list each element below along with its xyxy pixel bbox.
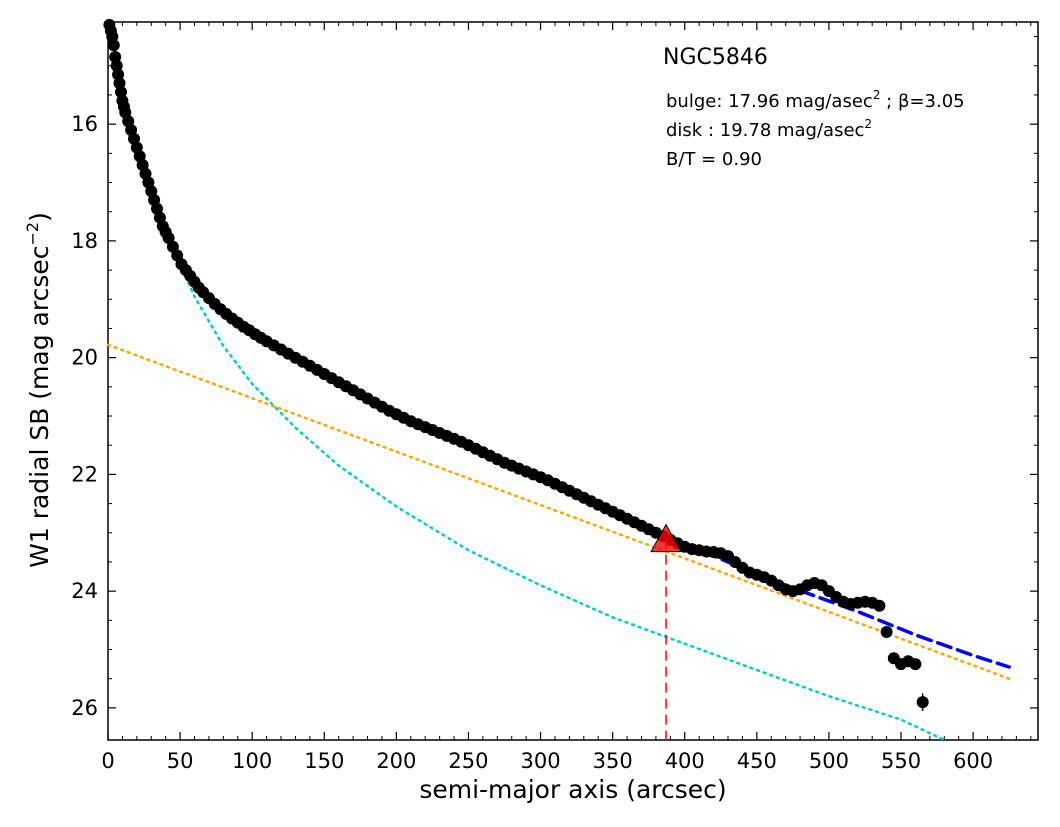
plot-frame bbox=[107, 21, 1039, 741]
bt-annotation: B/T = 0.90 bbox=[666, 149, 762, 170]
y-tick-label: 22 bbox=[71, 462, 98, 486]
y-axis-label: W1 radial SB (mag arcsec−2) bbox=[23, 212, 54, 568]
y-tick-label: 26 bbox=[71, 696, 98, 720]
data-markers bbox=[103, 18, 929, 740]
tick-labels: 0 50 100 150 200 250 300 350 400 450 500 550 600 16 18… bbox=[71, 112, 993, 773]
bulge-annotation: bulge: 17.96 mag/asec2 ; β=3.05 bbox=[666, 88, 965, 112]
total-fit-line bbox=[113, 55, 1011, 669]
x-tick-label: 50 bbox=[167, 749, 194, 773]
x-tick-label: 0 bbox=[101, 749, 114, 773]
data-point bbox=[880, 626, 893, 638]
x-axis-label: semi-major axis (arcsec) bbox=[419, 775, 726, 804]
x-tick-label: 400 bbox=[665, 749, 705, 773]
y-tick-label: 16 bbox=[71, 112, 98, 136]
y-tick-label: 20 bbox=[71, 346, 98, 370]
x-tick-label: 150 bbox=[304, 749, 344, 773]
data-point bbox=[909, 658, 922, 671]
data-point bbox=[873, 599, 886, 612]
disk-annotation: disk : 19.78 mag/asec2 bbox=[666, 117, 872, 141]
x-tick-label: 600 bbox=[953, 749, 993, 773]
data-point bbox=[115, 86, 127, 98]
disk-fit-line bbox=[106, 343, 1011, 680]
data-point bbox=[107, 39, 120, 52]
x-tick-label: 200 bbox=[376, 749, 416, 773]
triangle-marker bbox=[650, 523, 682, 553]
x-tick-label: 250 bbox=[448, 749, 488, 773]
data-point bbox=[112, 68, 125, 81]
x-tick-label: 500 bbox=[809, 749, 849, 773]
x-tick-label: 450 bbox=[737, 749, 777, 773]
chart-title: NGC5846 bbox=[663, 45, 768, 70]
axis-ticks bbox=[107, 22, 1038, 740]
x-tick-label: 550 bbox=[881, 749, 921, 773]
y-tick-label: 24 bbox=[71, 579, 98, 603]
x-tick-label: 350 bbox=[593, 749, 633, 773]
x-tick-label: 100 bbox=[232, 749, 272, 773]
y-tick-label: 18 bbox=[71, 229, 98, 253]
x-tick-label: 300 bbox=[521, 749, 561, 773]
